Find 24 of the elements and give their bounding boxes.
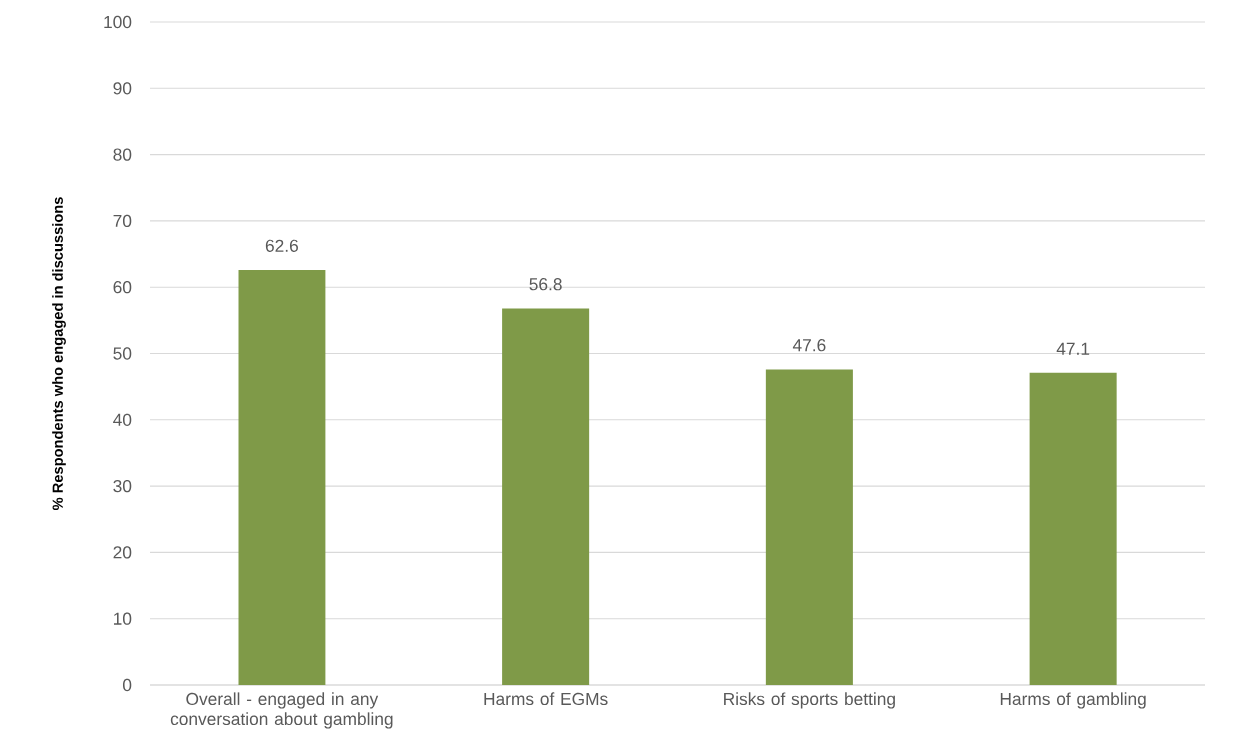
bar: [765, 369, 853, 685]
y-tick-label: 30: [113, 479, 132, 493]
y-tick-label: 50: [113, 347, 132, 360]
data-label: 47.6: [792, 339, 826, 352]
y-tick-label: 100: [104, 15, 132, 29]
y-axis-title: % Respondents who engaged in discussions: [52, 197, 66, 511]
y-tick-label: 60: [113, 281, 132, 294]
y-tick-label: 80: [113, 148, 132, 161]
y-tick-label: 20: [113, 546, 132, 559]
y-tick-label: 40: [113, 413, 132, 426]
x-tick-label: Harms of EGMs: [484, 692, 608, 706]
y-tick-label: 90: [113, 82, 132, 95]
data-label: 62.6: [265, 239, 298, 252]
bar: [502, 308, 590, 685]
data-label: 47.1: [1056, 342, 1090, 355]
data-label: 56.8: [529, 278, 562, 291]
bar: [1029, 372, 1117, 685]
x-tick-label: Overall - engaged in any conversation about gambling: [170, 692, 393, 729]
x-tick-label: Harms of gambling: [1000, 692, 1146, 709]
y-tick-label: 10: [113, 612, 132, 625]
bar: [238, 269, 326, 685]
y-tick-label: 70: [113, 214, 132, 228]
y-tick-label: 0: [122, 678, 132, 692]
x-tick-label: Risks of sports betting: [724, 692, 895, 709]
